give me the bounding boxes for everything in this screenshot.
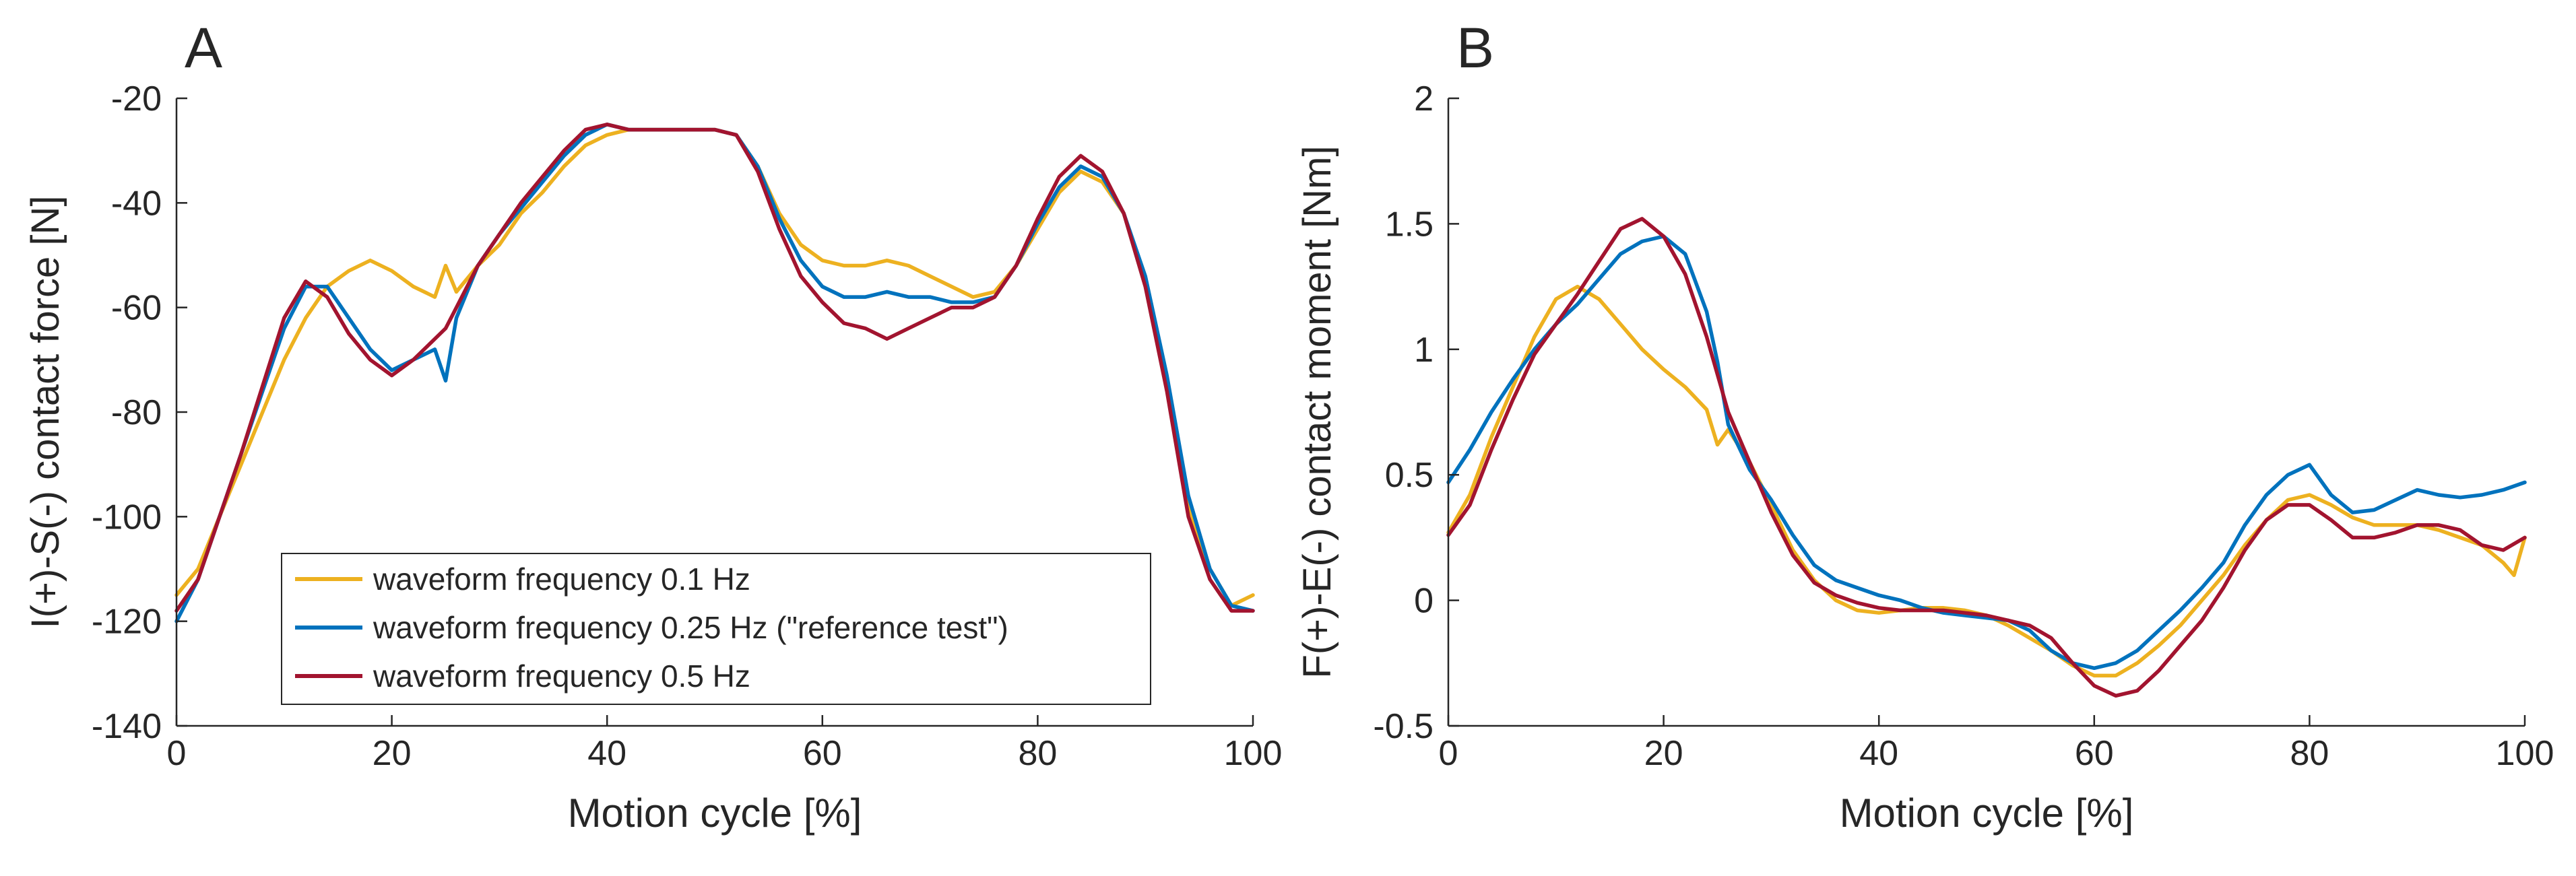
x-tick-label: 0 (1439, 734, 1458, 773)
y-tick-label: -40 (111, 184, 162, 223)
y-tick-label: -80 (111, 393, 162, 432)
y-tick-label: 0 (1414, 582, 1434, 621)
y-tick-label: -20 (111, 79, 162, 119)
plot-area (1448, 98, 2525, 726)
x-axis-label: Motion cycle [%] (1840, 790, 2134, 836)
panel-label: B (1456, 16, 1494, 79)
y-tick-label: 2 (1414, 79, 1434, 119)
chart-panel-a: 0 20 40 60 80 100 -140 -120 -100 -80 -60 -40 -20 Moti… (24, 16, 1282, 836)
series-line-3 (174, 123, 1255, 613)
x-tick-label: 40 (1859, 734, 1898, 773)
panel-label: A (185, 16, 222, 79)
x-tick-label: 60 (2075, 734, 2114, 773)
y-tick-label: 1.5 (1385, 205, 1434, 244)
series-line-3 (1446, 217, 2527, 698)
y-axis-label: F(+)-E(-) contact moment [Nm] (1295, 145, 1339, 678)
x-axis-label: Motion cycle [%] (568, 790, 862, 836)
x-tick-label: 0 (167, 734, 187, 773)
y-tick-label: -120 (92, 603, 162, 642)
y-tick-label: -140 (92, 707, 162, 746)
legend-entry-3: waveform frequency 0.5 Hz (373, 659, 750, 694)
x-tick-label: 20 (1644, 734, 1683, 773)
y-tick-label: -60 (111, 289, 162, 328)
series-line-2 (1446, 234, 2527, 671)
y-axis-label: I(+)-S(-) contact force [N] (24, 196, 67, 629)
y-tick-label: 0.5 (1385, 456, 1434, 495)
x-tick-label: 80 (1018, 734, 1057, 773)
legend-box (281, 553, 1151, 705)
legend: waveform frequency 0.1 Hz waveform freque… (281, 553, 1151, 705)
y-tick-label: 1 (1414, 331, 1434, 370)
y-tick-label: -100 (92, 498, 162, 537)
x-tick-label: 80 (2290, 734, 2329, 773)
x-tick-label: 100 (2496, 734, 2554, 773)
x-tick-label: 100 (1224, 734, 1283, 773)
x-tick-label: 20 (373, 734, 412, 773)
legend-entry-1: waveform frequency 0.1 Hz (373, 562, 750, 597)
x-tick-label: 60 (803, 734, 842, 773)
y-tick-label: -0.5 (1373, 707, 1434, 746)
x-tick-label: 40 (587, 734, 626, 773)
legend-entry-2: waveform frequency 0.25 Hz ("reference t… (373, 610, 1008, 645)
